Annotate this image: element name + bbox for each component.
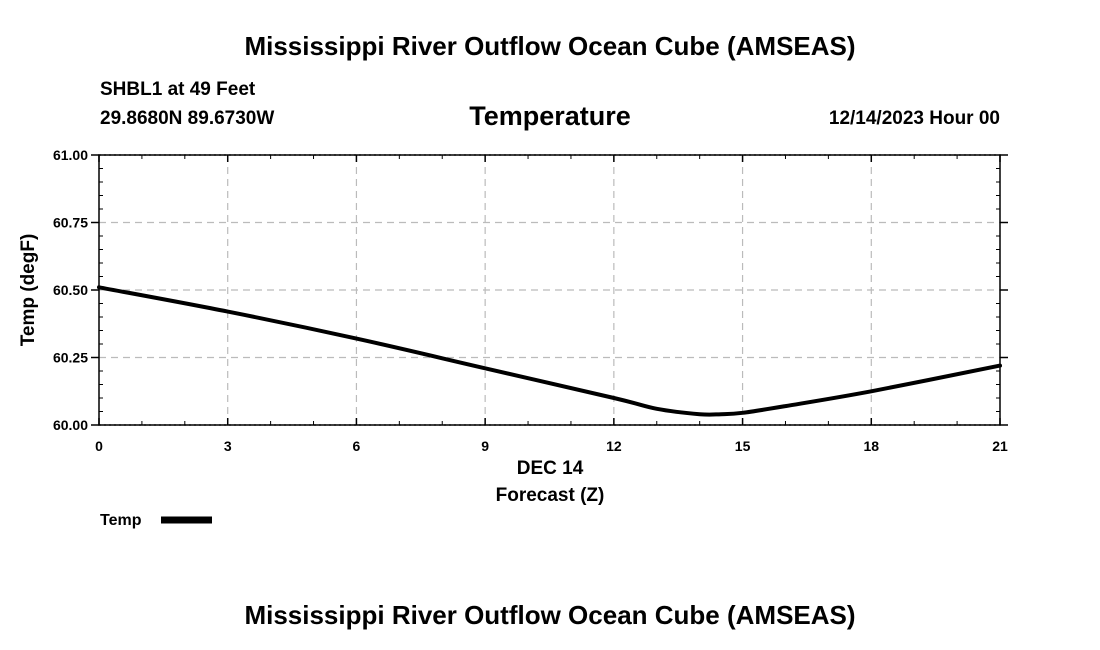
- x-axis-label: Forecast (Z): [496, 485, 605, 506]
- station-label: SHBL1 at 49 Feet: [100, 79, 256, 100]
- x-axis-date-label: DEC 14: [517, 458, 584, 479]
- chart-title: Temperature: [469, 101, 631, 131]
- legend-label: Temp: [100, 512, 142, 529]
- y-tick-label: 60.00: [53, 417, 88, 433]
- axis-ticks: [91, 154, 1008, 426]
- x-tick-label: 3: [224, 438, 232, 454]
- y-tick-label: 61.00: [53, 147, 88, 163]
- x-tick-label: 6: [353, 438, 361, 454]
- x-tick-label: 12: [606, 438, 622, 454]
- y-axis-label: Temp (degF): [18, 234, 39, 347]
- y-tick-labels: 60.00 60.25 60.50 60.75 61.00: [53, 147, 88, 433]
- station-coordinates: 29.8680N 89.6730W: [100, 108, 274, 129]
- x-tick-label: 21: [992, 438, 1008, 454]
- y-tick-label: 60.75: [53, 215, 88, 231]
- footer-title: Mississippi River Outflow Ocean Cube (AM…: [244, 600, 855, 630]
- temp-series-line: [97, 285, 1002, 417]
- forecast-date: 12/14/2023 Hour 00: [829, 108, 1000, 129]
- x-tick-label: 9: [481, 438, 489, 454]
- page-title: Mississippi River Outflow Ocean Cube (AM…: [244, 31, 855, 61]
- x-tick-label: 0: [95, 438, 103, 454]
- y-tick-label: 60.25: [53, 350, 88, 366]
- y-tick-label: 60.50: [53, 282, 88, 298]
- x-tick-labels: 0 3 6 9 12 15 18 21: [95, 438, 1008, 454]
- x-tick-label: 18: [863, 438, 879, 454]
- x-tick-label: 15: [735, 438, 751, 454]
